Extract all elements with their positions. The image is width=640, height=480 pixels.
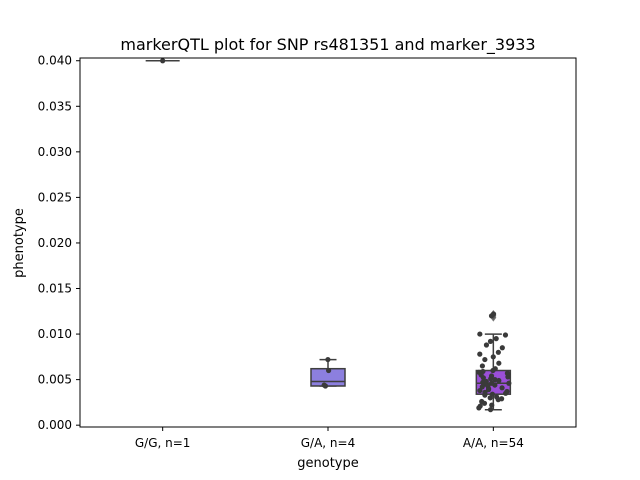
data-point (495, 397, 501, 403)
data-point (502, 332, 509, 338)
data-point (490, 354, 496, 360)
data-point (476, 405, 482, 411)
x-axis: G/G, n=1 G/A, n=4 A/A, n=54 (135, 427, 524, 450)
y-axis: 0.000 0.005 0.010 0.015 0.020 0.025 0.030 0.035… (38, 54, 80, 432)
data-point (482, 356, 488, 363)
data-point (325, 356, 331, 363)
x-tick-label: G/A, n=4 (301, 436, 355, 450)
data-point (499, 345, 505, 351)
data-point (326, 367, 332, 374)
data-point (496, 377, 502, 384)
data-point (481, 400, 488, 406)
data-point (492, 377, 498, 383)
data-point (505, 374, 511, 380)
data-point (490, 367, 496, 374)
y-tick-label: 0.035 (38, 99, 72, 113)
chart-title: markerQTL plot for SNP rs481351 and mark… (120, 35, 535, 55)
data-point (479, 363, 485, 369)
y-tick-label: 0.015 (38, 282, 72, 296)
data-point (487, 338, 494, 344)
data-point (506, 380, 512, 386)
data-point (477, 331, 483, 337)
data-point (492, 382, 498, 388)
data-point (489, 402, 495, 408)
y-axis-label: phenotype (12, 208, 27, 278)
data-point (487, 395, 493, 401)
y-tick-label: 0.020 (38, 236, 72, 250)
data-point (477, 351, 483, 357)
data-point (483, 342, 490, 348)
y-tick-label: 0.040 (38, 54, 72, 68)
data-point (482, 392, 488, 398)
data-point (488, 376, 494, 382)
data-point (485, 387, 492, 393)
x-axis-label: genotype (297, 456, 358, 471)
data-point (499, 385, 505, 391)
data-point (160, 58, 166, 64)
data-point (490, 311, 497, 317)
y-tick-label: 0.000 (38, 418, 72, 432)
y-tick-label: 0.030 (38, 145, 72, 159)
data-point (487, 407, 494, 413)
y-tick-label: 0.025 (38, 190, 72, 204)
data-point (493, 336, 499, 342)
y-tick-label: 0.010 (38, 327, 72, 341)
data-point (495, 349, 501, 355)
y-tick-label: 0.005 (38, 373, 72, 387)
data-point (496, 360, 502, 366)
data-point (480, 375, 486, 381)
plot-area (145, 58, 512, 413)
x-tick-label: A/A, n=54 (463, 436, 524, 450)
data-point (322, 383, 329, 389)
x-tick-label: G/G, n=1 (135, 436, 191, 450)
data-point (503, 390, 509, 396)
data-point (477, 387, 483, 394)
